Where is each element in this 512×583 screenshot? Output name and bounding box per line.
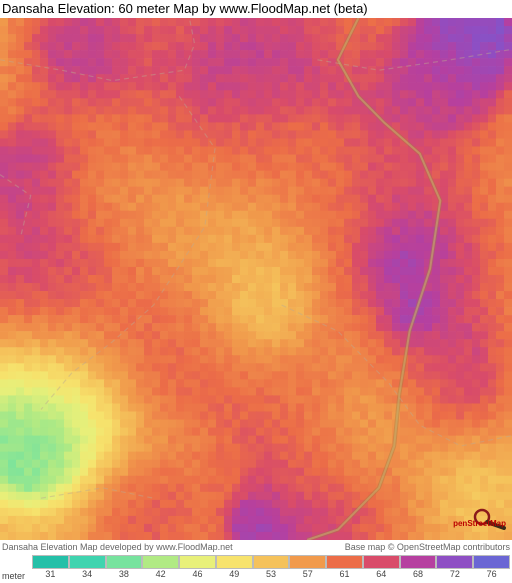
legend-swatch bbox=[363, 555, 400, 569]
legend-label: 61 bbox=[340, 569, 350, 579]
footer-credit-left: Dansaha Elevation Map developed by www.F… bbox=[2, 540, 233, 554]
legend-label: 42 bbox=[156, 569, 166, 579]
legend-swatch bbox=[253, 555, 290, 569]
legend-label: 72 bbox=[450, 569, 460, 579]
legend-swatch bbox=[326, 555, 363, 569]
legend-swatch bbox=[69, 555, 106, 569]
legend-label: 64 bbox=[376, 569, 386, 579]
legend-swatch bbox=[473, 555, 510, 569]
legend-swatch bbox=[216, 555, 253, 569]
legend-label: 53 bbox=[266, 569, 276, 579]
legend-swatches bbox=[32, 555, 510, 569]
legend-label: 57 bbox=[303, 569, 313, 579]
legend-labels: 31 34 38 42 46 49 53 57 61 64 68 72 76 bbox=[0, 569, 512, 582]
legend: meter 31343842464953576164687276 bbox=[0, 555, 512, 582]
legend-label: 31 bbox=[45, 569, 55, 579]
magnifier-icon[interactable]: penStreetMap bbox=[434, 508, 506, 530]
legend-swatch bbox=[106, 555, 143, 569]
legend-swatch bbox=[436, 555, 473, 569]
page-title: Dansaha Elevation: 60 meter Map by www.F… bbox=[0, 0, 512, 18]
magnifier-label: penStreetMap bbox=[453, 519, 506, 528]
elevation-map: penStreetMap bbox=[0, 18, 512, 540]
legend-swatch bbox=[400, 555, 437, 569]
legend-label: 46 bbox=[192, 569, 202, 579]
legend-label: 68 bbox=[413, 569, 423, 579]
legend-swatch bbox=[142, 555, 179, 569]
heatmap-canvas bbox=[0, 18, 512, 540]
legend-swatch bbox=[179, 555, 216, 569]
legend-label: 38 bbox=[119, 569, 129, 579]
legend-label: 49 bbox=[229, 569, 239, 579]
footer: Dansaha Elevation Map developed by www.F… bbox=[0, 540, 512, 554]
legend-label: 34 bbox=[82, 569, 92, 579]
legend-swatch bbox=[289, 555, 326, 569]
footer-credit-right: Base map © OpenStreetMap contributors bbox=[345, 540, 510, 554]
legend-label: 76 bbox=[487, 569, 497, 579]
legend-swatch bbox=[32, 555, 69, 569]
